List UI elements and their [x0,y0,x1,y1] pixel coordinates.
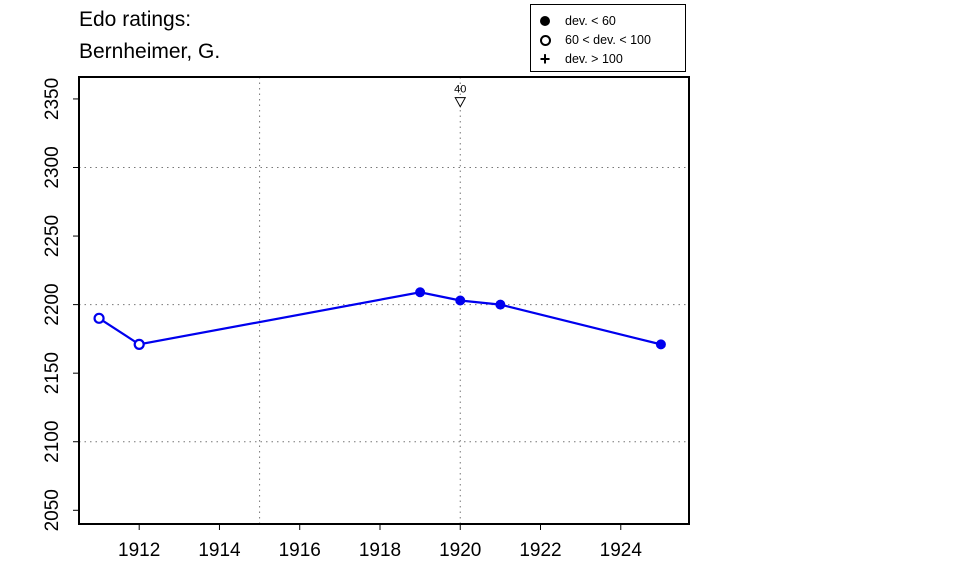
y-tick-label: 2100 [42,421,63,463]
x-tick-label: 1914 [198,540,241,561]
y-tick-label: 2150 [42,352,63,394]
data-point [655,339,666,350]
legend-label: dev. > 100 [565,52,623,66]
data-point [415,287,426,298]
y-tick-label: 2250 [42,215,63,257]
y-tick-label: 2050 [42,489,63,531]
y-tick-label: 2300 [42,146,63,188]
x-tick-label: 1918 [359,540,401,561]
plus-icon: + [539,49,551,69]
data-point [455,295,466,306]
legend-entry-open: 60 < dev. < 100 [531,31,651,49]
x-tick-label: 1912 [118,540,160,561]
chart-title-line-1: Edo ratings: [79,8,192,31]
chart-title-line-2: Bernheimer, G. [79,40,221,63]
chart-legend: dev. < 60 60 < dev. < 100 + dev. > 100 [530,4,686,72]
legend-entry-filled: dev. < 60 [531,12,616,30]
x-tick-label: 1916 [279,540,321,561]
filled-circle-icon [540,16,550,26]
x-tick-label: 1920 [439,540,481,561]
annotation-marker [454,97,467,108]
x-tick-label: 1922 [519,540,561,561]
data-point [495,299,506,310]
legend-entry-plus: + dev. > 100 [531,50,623,68]
data-point [93,312,105,324]
x-tick-label: 1924 [600,540,643,561]
data-point [133,338,145,350]
annotation-label: 40 [454,84,466,96]
y-tick-label: 2350 [42,78,63,120]
plot-frame [78,76,690,525]
open-circle-icon [539,34,551,46]
legend-label: dev. < 60 [565,14,616,28]
legend-label: 60 < dev. < 100 [565,33,651,47]
series-line [98,291,662,346]
y-tick-label: 2200 [42,283,63,325]
